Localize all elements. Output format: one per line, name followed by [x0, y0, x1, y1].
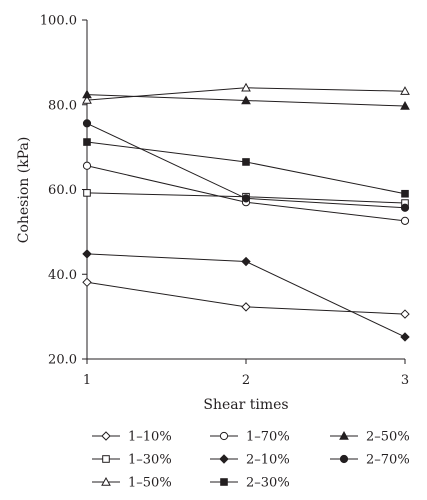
legend-label: 1–10%	[128, 430, 172, 445]
data-point	[82, 277, 92, 288]
series-line	[86, 141, 406, 195]
data-point	[82, 161, 92, 170]
x-tick-label: 3	[401, 373, 409, 388]
legend: 1–10% 1–30% 1–50% 1–70% 2–10% 2–30% 2–50% 2–70%	[92, 430, 410, 491]
data-point	[400, 216, 410, 225]
legend-item: 1–70%	[210, 430, 290, 445]
x-axis-title: Shear times	[203, 397, 288, 413]
x-tick-label: 1	[83, 373, 91, 388]
data-point	[82, 249, 92, 259]
legend-marker	[102, 455, 110, 463]
legend-item: 1–50%	[92, 476, 172, 491]
x-ticks: 1 2 3	[83, 359, 409, 388]
legend-item: 2–50%	[330, 430, 410, 445]
series-7	[82, 89, 410, 110]
series-6	[83, 138, 409, 198]
series-8	[82, 119, 410, 212]
legend-label: 1–50%	[128, 476, 172, 491]
y-tick-label: 40.0	[48, 268, 77, 283]
legend-item: 2–70%	[330, 453, 410, 468]
y-tick-label: 20.0	[48, 353, 77, 368]
legend-label: 2–70%	[366, 453, 410, 468]
data-point	[400, 86, 410, 95]
legend-marker	[339, 454, 349, 464]
legend-label: 1–70%	[246, 430, 290, 445]
legend-marker	[220, 478, 228, 486]
data-point	[241, 82, 251, 92]
legend-item: 2–30%	[210, 476, 290, 491]
data-point	[242, 158, 250, 166]
legend-label: 1–30%	[128, 453, 172, 468]
data-point	[400, 203, 410, 212]
legend-marker	[219, 454, 229, 464]
data-point	[82, 95, 92, 104]
legend-marker	[219, 431, 229, 441]
data-point	[400, 309, 410, 319]
y-tick-label: 100.0	[40, 14, 77, 29]
y-ticks: 20.0 40.0 60.0 80.0 100.0	[40, 14, 87, 368]
legend-label: 2–50%	[366, 430, 410, 445]
data-point	[241, 256, 251, 267]
series-5	[82, 249, 410, 342]
x-tick-label: 2	[242, 373, 250, 388]
data-point	[82, 89, 92, 99]
series-group	[82, 82, 410, 342]
legend-marker	[101, 476, 111, 486]
data-point	[400, 332, 410, 342]
data-point	[83, 138, 91, 146]
series-1	[82, 277, 410, 319]
series-3	[82, 82, 410, 104]
legend-item: 1–30%	[92, 453, 172, 468]
legend-item: 1–10%	[92, 430, 172, 445]
data-point	[241, 302, 251, 312]
legend-item: 2–10%	[210, 453, 290, 468]
data-point	[401, 189, 409, 198]
legend-marker	[101, 431, 111, 441]
data-point	[241, 194, 251, 203]
legend-marker	[339, 430, 349, 440]
y-tick-label: 60.0	[48, 183, 77, 198]
data-point	[241, 95, 251, 105]
y-axis-title: Cohesion (kPa)	[16, 137, 32, 244]
series-line	[86, 253, 406, 338]
legend-label: 2–10%	[246, 453, 290, 468]
data-point	[83, 189, 91, 197]
data-point	[82, 119, 92, 128]
y-tick-label: 80.0	[48, 98, 77, 113]
data-point	[400, 100, 410, 110]
legend-label: 2–30%	[246, 476, 290, 491]
